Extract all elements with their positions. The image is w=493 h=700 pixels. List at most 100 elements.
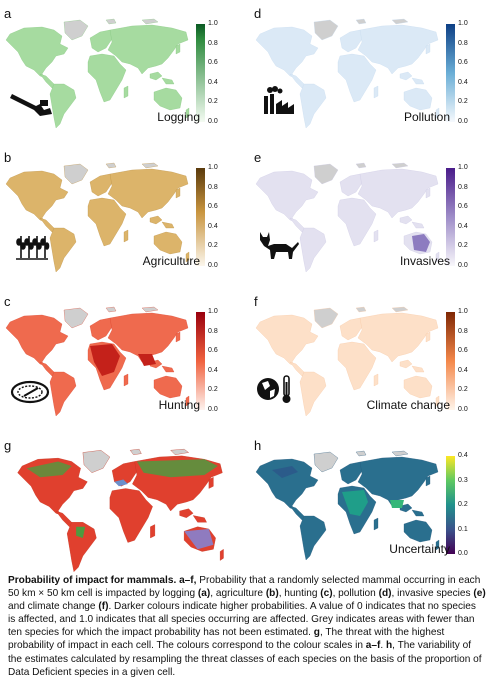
- colorbar-climate-change: [446, 312, 455, 410]
- colorbar-tick-label: 0.8: [458, 39, 468, 47]
- caption-text: , The variability of the estimates calcu…: [8, 640, 482, 678]
- colorbar-ticks: 1.0 0.8 0.6 0.4 0.2 0.0: [458, 308, 488, 414]
- colorbar-tick-label: 0.6: [208, 203, 218, 211]
- colorbar-tick-label: 0.6: [458, 347, 468, 355]
- panel-hunting: c 1.0 0.8 0.6 0.4 0.2 0.0 Hunting: [0, 294, 240, 432]
- threat-label: Hunting: [158, 398, 200, 412]
- colorbar-ticks: 1.0 0.8 0.6 0.4 0.2 0.0: [208, 308, 238, 414]
- colorbar-tick-label: 0.0: [208, 118, 218, 125]
- colorbar-tick-label: 0.4: [458, 78, 468, 86]
- colorbar-ticks: 1.0 0.8 0.6 0.4 0.2 0.0: [208, 20, 238, 126]
- chainsaw-icon: [10, 94, 52, 116]
- colorbar-tick-label: 0.3: [458, 476, 468, 484]
- colorbar-tick-label: 0.4: [208, 78, 218, 86]
- colorbar-tick-label: 1.0: [208, 308, 218, 315]
- colorbar-tick-label: 0.2: [208, 98, 218, 106]
- colorbar-tick-label: 0.6: [208, 347, 218, 355]
- threat-label: Logging: [157, 110, 200, 124]
- caption-ref: (f): [98, 601, 109, 613]
- panel-invasives: e 1.0 0.8 0.6 0.4 0.2 0.0 Invasives: [250, 150, 490, 288]
- colorbar-tick-label: 0.4: [458, 366, 468, 374]
- trap-icon: [10, 380, 50, 404]
- colorbar-tick-label: 0.8: [208, 183, 218, 191]
- colorbar-tick-label: 0.1: [458, 525, 468, 533]
- colorbar-tick-label: 1.0: [208, 164, 218, 171]
- panel-agriculture: b 1.0 0.8 0.6 0.4 0.2 0.0 Agriculture: [0, 150, 240, 288]
- colorbar-tick-label: 0.0: [458, 262, 468, 269]
- uncertainty-ticks: 0.4 0.3 0.2 0.1 0.0: [458, 452, 488, 558]
- threat-label: Invasives: [399, 254, 450, 268]
- colorbar-tick-label: 0.8: [208, 39, 218, 47]
- panel-letter: a: [4, 6, 12, 21]
- colorbar-tick-label: 0.0: [458, 118, 468, 125]
- caption-ref: a–f: [365, 640, 381, 652]
- colorbar-tick-label: 1.0: [208, 20, 218, 27]
- colorbar-tick-label: 0.8: [458, 327, 468, 335]
- figure-caption: Probability of impact for mammals. a–f, …: [8, 574, 486, 679]
- caption-text: , agriculture: [210, 588, 266, 600]
- colorbar-uncertainty: [446, 456, 455, 554]
- panel-pollution: d 1.0 0.8 0.6 0.4 0.2 0.0 Pollution: [250, 6, 490, 144]
- colorbar-logging: [196, 24, 205, 122]
- colorbar-tick-label: 0.4: [458, 222, 468, 230]
- caption-text: and climate change: [8, 601, 99, 613]
- panel-highest-threat: g: [0, 438, 240, 576]
- panel-uncertainty: h 0.4 0.3 0.2 0.1 0.0 Uncertainty: [250, 438, 490, 576]
- panel-climate-change: f 1.0 0.8 0.6 0.4 0.2 0.0 Climate change: [250, 294, 490, 432]
- panel-logging: a 1.0 0.8 0.6 0.4 0.2 0.0 Logging: [0, 6, 240, 144]
- colorbar-tick-label: 1.0: [458, 20, 468, 27]
- colorbar-tick-label: 0.6: [458, 59, 468, 67]
- crops-icon: [16, 236, 50, 260]
- caption-text: , pollution: [332, 588, 379, 600]
- colorbar-ticks: 1.0 0.8 0.6 0.4 0.2 0.0: [208, 164, 238, 270]
- caption-text: , The threat with the highest probabilit…: [8, 627, 445, 652]
- world-map-invasives: [255, 162, 440, 273]
- panel-letter: b: [4, 150, 12, 165]
- colorbar-tick-label: 0.8: [458, 183, 468, 191]
- colorbar-tick-label: 1.0: [458, 308, 468, 315]
- colorbar-tick-label: 0.4: [458, 452, 468, 459]
- caption-ref: (e): [473, 588, 486, 600]
- colorbar-tick-label: 0.2: [458, 98, 468, 106]
- colorbar-tick-label: 0.2: [208, 242, 218, 250]
- caption-ref: (a): [197, 588, 211, 600]
- caption-text: .: [380, 640, 386, 652]
- threat-label: Agriculture: [142, 254, 200, 268]
- threat-label: Uncertainty: [389, 542, 450, 556]
- world-map-uncertainty: [255, 450, 440, 561]
- caption-text: . Darker colours indicate higher probabi…: [8, 601, 476, 639]
- caption-text: , invasive species: [391, 588, 474, 600]
- colorbar-tick-label: 1.0: [458, 164, 468, 171]
- colorbar-tick-label: 0.4: [208, 366, 218, 374]
- colorbar-tick-label: 0.0: [458, 406, 468, 413]
- colorbar-agriculture: [196, 168, 205, 266]
- colorbar-tick-label: 0.2: [458, 501, 468, 508]
- colorbar-pollution: [446, 24, 455, 122]
- cat-icon: [260, 232, 299, 259]
- colorbar-tick-label: 0.8: [208, 327, 218, 335]
- threat-label: Climate change: [366, 398, 450, 412]
- colorbar-ticks: 1.0 0.8 0.6 0.4 0.2 0.0: [458, 164, 488, 270]
- colorbar-hunting: [196, 312, 205, 410]
- factory-icon: [264, 86, 294, 114]
- colorbar-tick-label: 0.2: [458, 386, 468, 394]
- colorbar-invasives: [446, 168, 455, 266]
- caption-ref: (d): [378, 588, 392, 600]
- panel-letter: f: [254, 294, 258, 309]
- colorbar-tick-label: 0.6: [208, 59, 218, 67]
- globe-thermometer-icon: [257, 375, 291, 403]
- colorbar-tick-label: 0.6: [458, 203, 468, 211]
- caption-title: Probability of impact for mammals. a–f,: [8, 575, 197, 586]
- colorbar-tick-label: 0.2: [208, 386, 218, 394]
- panel-letter: e: [254, 150, 262, 165]
- caption-ref: g: [313, 627, 320, 639]
- colorbar-tick-label: 0.0: [208, 406, 218, 413]
- panel-letter: d: [254, 6, 262, 21]
- panel-letter: c: [4, 294, 11, 309]
- caption-text: , hunting: [278, 588, 321, 600]
- threat-label: Pollution: [403, 110, 450, 124]
- colorbar-tick-label: 0.4: [208, 222, 218, 230]
- caption-ref: (c): [320, 588, 333, 600]
- colorbar-ticks: 1.0 0.8 0.6 0.4 0.2 0.0: [458, 20, 488, 126]
- caption-ref: h: [385, 640, 393, 652]
